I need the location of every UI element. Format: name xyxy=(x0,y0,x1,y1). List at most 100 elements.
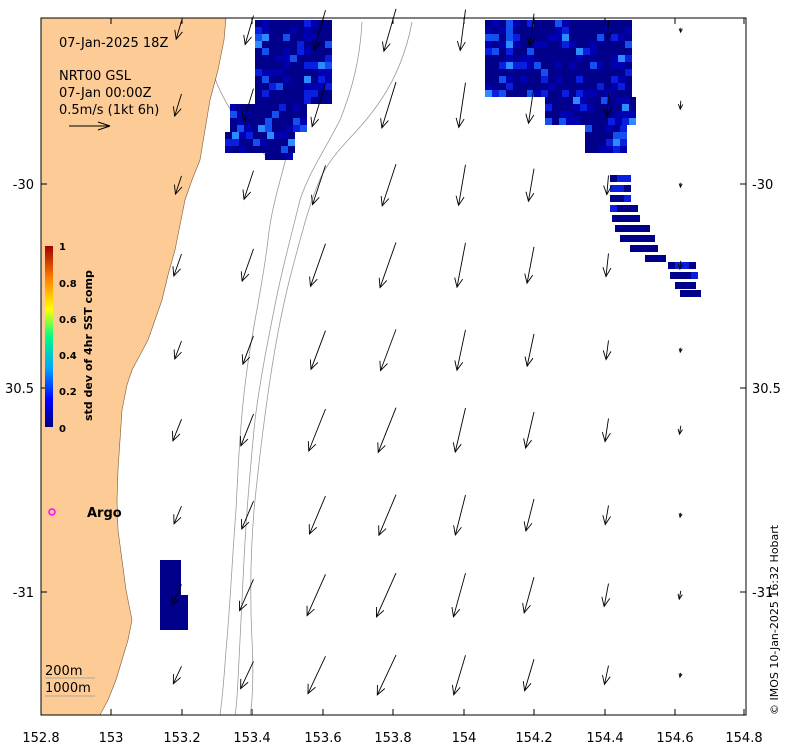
sst-pixel xyxy=(283,69,290,76)
current-vectors xyxy=(171,8,684,696)
sst-pixel xyxy=(297,41,304,48)
sst-pixel xyxy=(682,282,689,289)
sst-pixel xyxy=(258,118,265,125)
credit-label: © IMOS 10-Jan-2025 16:32 Hobart xyxy=(768,524,781,715)
colorbar-tick: 0.2 xyxy=(59,387,77,398)
sst-pixel xyxy=(290,48,297,55)
sst-pixel xyxy=(566,97,573,104)
current-arrow xyxy=(602,340,612,361)
current-arrow xyxy=(452,407,466,454)
sst-pixel xyxy=(167,595,174,602)
sst-pixel xyxy=(297,62,304,69)
sst-pixel xyxy=(485,69,492,76)
sst-pixel xyxy=(545,97,552,104)
sst-pixel xyxy=(555,69,562,76)
current-arrow xyxy=(377,407,397,454)
sst-pixel xyxy=(262,90,269,97)
sst-pixel xyxy=(520,41,527,48)
sst-pixel xyxy=(225,139,232,146)
land-mass xyxy=(40,17,227,716)
sst-pixel xyxy=(668,262,675,269)
sst-pixel xyxy=(520,90,527,97)
sst-pixel xyxy=(548,41,555,48)
sst-pixel xyxy=(506,83,513,90)
sst-pixel xyxy=(513,27,520,34)
x-tick-label: 154.6 xyxy=(656,731,693,746)
argo-label: Argo xyxy=(87,506,122,521)
product-label: NRT00 GSL xyxy=(59,69,132,84)
sst-pixel xyxy=(311,34,318,41)
sst-pixel xyxy=(283,41,290,48)
sst-pixel xyxy=(174,595,181,602)
sst-pixel xyxy=(590,34,597,41)
sst-pixel xyxy=(283,76,290,83)
current-arrow xyxy=(522,659,535,692)
sst-pixel xyxy=(258,111,265,118)
sst-pixel xyxy=(548,76,555,83)
sst-pixel xyxy=(255,55,262,62)
colorbar: 1 0.8 0.6 0.4 0.2 0 std dev of 4hr SST c… xyxy=(45,242,95,435)
sst-pixel xyxy=(167,588,174,595)
sst-pixel xyxy=(318,48,325,55)
sst-pixel xyxy=(590,62,597,69)
sst-pixel xyxy=(485,62,492,69)
current-arrow xyxy=(307,408,326,453)
sst-pixel xyxy=(670,272,677,279)
colorbar-tick: 1 xyxy=(59,242,66,253)
sst-pixel xyxy=(262,69,269,76)
sst-pixel xyxy=(597,90,604,97)
sst-pixel xyxy=(606,125,613,132)
sst-pixel xyxy=(506,90,513,97)
sst-pixel xyxy=(585,146,592,153)
current-arrow xyxy=(678,672,683,679)
sst-pixel xyxy=(513,76,520,83)
sst-pixel xyxy=(160,581,167,588)
sst-pixel xyxy=(311,69,318,76)
sst-pixel xyxy=(290,76,297,83)
current-arrow xyxy=(241,335,254,366)
sst-pixel xyxy=(272,111,279,118)
sst-pixel xyxy=(286,125,293,132)
sst-pixel xyxy=(534,69,541,76)
current-arrow xyxy=(523,498,535,533)
sst-pixel xyxy=(293,118,300,125)
sst-pixel xyxy=(562,62,569,69)
sst-pixel xyxy=(499,48,506,55)
sst-pixel xyxy=(599,146,606,153)
sst-pixel xyxy=(611,27,618,34)
sst-pixel xyxy=(269,76,276,83)
sst-pixel xyxy=(181,616,188,623)
current-arrow xyxy=(241,88,254,123)
sst-pixel xyxy=(290,27,297,34)
x-tick-label: 154.2 xyxy=(515,731,552,746)
sst-pixel xyxy=(262,83,269,90)
sst-pixel xyxy=(576,20,583,27)
sst-pixel xyxy=(325,97,332,104)
sst-pixel xyxy=(318,34,325,41)
sst-pixel xyxy=(267,139,274,146)
sst-pixel xyxy=(534,62,541,69)
current-arrow xyxy=(172,419,182,442)
sst-pixel xyxy=(555,90,562,97)
sst-pixel xyxy=(590,83,597,90)
current-arrow xyxy=(678,27,683,34)
sst-pixel xyxy=(262,97,269,104)
sst-pixel xyxy=(276,83,283,90)
current-arrow xyxy=(455,164,466,207)
sst-pixel xyxy=(534,20,541,27)
current-arrow xyxy=(525,86,535,125)
sst-pixel xyxy=(304,62,311,69)
sst-pixel xyxy=(552,111,559,118)
sst-pixel xyxy=(576,90,583,97)
sst-pixel xyxy=(288,139,295,146)
sst-pixel xyxy=(288,146,295,153)
current-arrow xyxy=(451,573,466,618)
sst-pixel xyxy=(276,55,283,62)
sst-pixel xyxy=(269,97,276,104)
sst-pixel xyxy=(325,48,332,55)
sst-pixel xyxy=(587,111,594,118)
sst-pixel xyxy=(606,139,613,146)
sst-pixel xyxy=(622,118,629,125)
sst-pixel xyxy=(492,20,499,27)
sst-pixel xyxy=(555,27,562,34)
